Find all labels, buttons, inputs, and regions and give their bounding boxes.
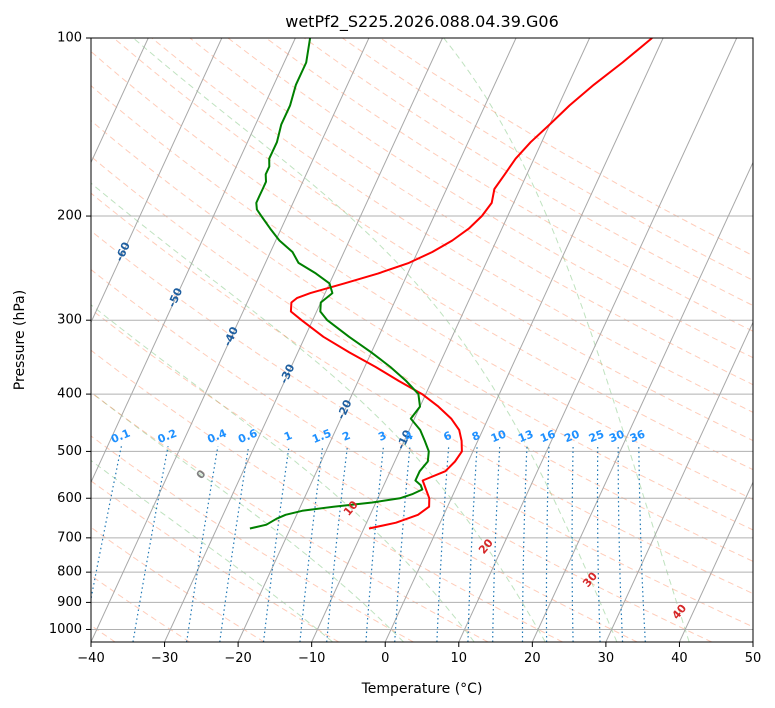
isotherm-line [91,38,223,324]
mixing-ratio-label: 25 [587,427,606,445]
mixing-ratio-lines [91,446,646,642]
isotherm-line [164,38,443,642]
moist-adiabat-line [91,182,546,642]
sounding-series [249,38,653,530]
y-tick-label: 100 [57,31,82,46]
x-tick-label: 50 [745,651,762,666]
chart-title: wetPf2_S225.2026.088.04.39.G06 [285,12,559,32]
x-tick-label: 30 [598,651,615,666]
y-tick-label: 900 [57,595,82,610]
isotherm-line [237,38,517,642]
moist-adiabat-line [91,304,475,642]
dry-adiabat-line [91,120,753,531]
mixing-ratio-line [521,446,528,642]
mixing-ratio-line [617,446,624,642]
mixing-ratio-line [596,446,601,642]
moist-adiabat-line [443,38,690,642]
y-axis-ticks: 100 200 300 400 500 600 700 800 900 1000 [49,31,91,637]
mixing-ratio-line [467,446,478,642]
mixing-ratio-line [638,446,646,642]
dry-adiabat-line [91,308,638,642]
y-tick-label: 1000 [49,622,82,637]
dry-adiabat-line [91,391,489,642]
dry-adiabat-line [91,349,563,642]
dry-adiabat-line [303,38,753,307]
x-tick-label: −20 [224,651,251,666]
mixing-ratio-label: 36 [628,427,647,445]
dry-adiabat-line [189,38,753,386]
mixing-ratio-label: 16 [538,427,557,445]
dry-adiabat-line [227,38,753,359]
pressure-gridlines [91,38,753,630]
mixing-ratio-label: 20 [562,427,581,445]
mixing-ratio-line [436,446,450,642]
mixing-ratio-label: 8 [470,429,482,444]
x-tick-label: 20 [524,651,541,666]
plot-frame [90,37,754,643]
isotherm-line [458,38,738,642]
x-tick-label: −30 [151,651,178,666]
mixing-ratio-label: 10 [489,427,508,445]
y-tick-label: 300 [57,313,82,328]
y-axis-label: Pressure (hPa) [12,290,28,390]
dry-adiabat-line [91,268,713,642]
mixing-ratio-label: 3 [376,429,388,444]
y-tick-label: 800 [57,565,82,580]
mixing-ratio-line [91,446,122,602]
isotherm-line [605,321,753,642]
isotherm-line [311,38,591,642]
mixing-ratio-label: 13 [516,427,535,445]
isotherm-line [531,161,753,642]
isotherm-line [384,38,664,642]
dry-adiabat-line [91,85,753,500]
mixing-ratio-line [571,446,574,642]
isotherm-line [91,38,296,484]
x-tick-label: 0 [381,651,389,666]
x-axis-ticks: −40 −30 −20 −10 0 10 20 30 40 50 [77,642,761,666]
mixing-ratio-line [365,446,385,642]
isotherm-line [91,38,370,642]
x-tick-label: −40 [77,651,104,666]
x-tick-label: 40 [671,651,688,666]
moist-adiabat-line [132,38,618,642]
isotherms [91,38,753,642]
mixing-ratio-label: 30 [607,427,626,445]
y-tick-label: 400 [57,387,82,402]
moist-adiabat-line [91,391,404,642]
mixing-ratio-line [545,446,550,642]
dry-adiabat-line [91,480,340,642]
mixing-ratio-line [394,446,411,642]
y-tick-label: 600 [57,491,82,506]
y-tick-label: 700 [57,530,82,545]
dewpoint-profile-line [249,38,430,530]
dry-adiabat-line [151,38,753,413]
y-tick-label: 200 [57,209,82,224]
mixing-ratio-line [132,446,169,642]
mixing-ratio-line [492,446,501,642]
isotherm-line [678,480,753,642]
x-tick-label: 10 [451,651,468,666]
y-tick-label: 500 [57,444,82,459]
temperature-profile-line [289,38,653,530]
x-axis-label: Temperature (°C) [361,681,483,697]
plot-area: -100-90-80-70-60-50-40-30-20-10010203040… [91,38,753,642]
moist-adiabats [91,38,690,642]
mixing-ratio-label: 2 [340,429,352,444]
isotherm-line [91,38,149,164]
x-tick-label: −10 [298,651,325,666]
mixing-ratio-label: 1 [282,429,294,444]
